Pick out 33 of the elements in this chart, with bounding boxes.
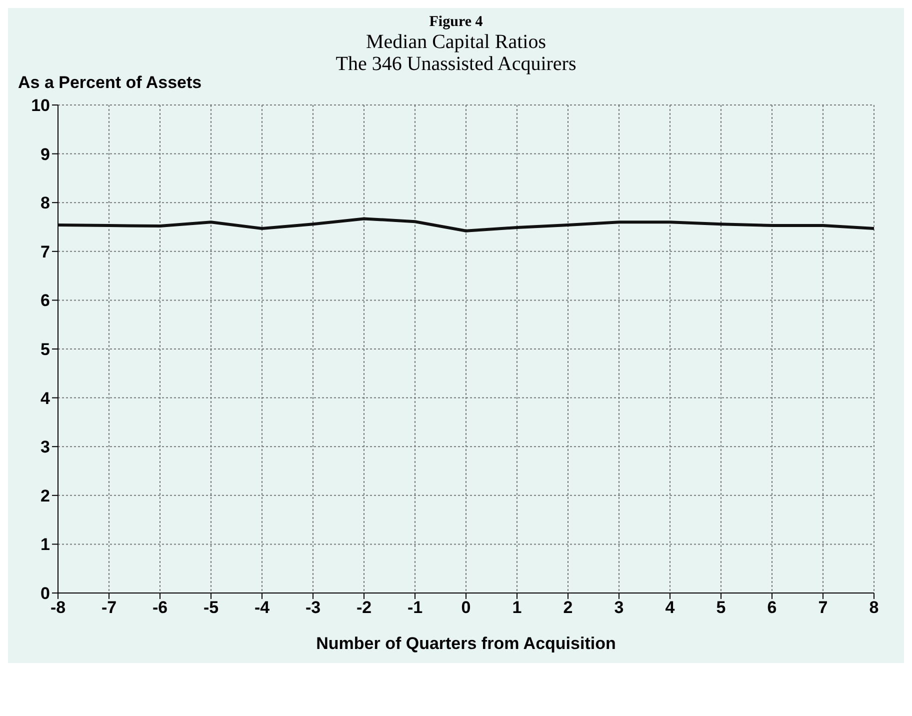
x-tick-label: 5	[716, 598, 726, 618]
y-tick-label: 6	[40, 291, 50, 310]
y-tick-label: 1	[40, 535, 50, 554]
y-tick-label: 10	[31, 96, 50, 116]
x-tick-label: 8	[869, 598, 879, 618]
x-tick-label: 2	[563, 598, 573, 618]
y-tick-label: 3	[40, 438, 50, 457]
chart-subtitle: Median Capital Ratios The 346 Unassisted Acquirers	[334, 31, 578, 75]
x-axis-title: Number of Quarters from Acquisition	[316, 634, 616, 653]
y-tick-label: 7	[40, 242, 50, 262]
y-tick-label: 8	[40, 194, 50, 213]
x-tick-label: 4	[665, 598, 676, 618]
x-tick-label: 7	[818, 598, 828, 618]
y-axis-title: As a Percent of Assets	[18, 73, 202, 92]
x-tick-label: -5	[203, 598, 219, 618]
x-tick-label: -1	[407, 598, 423, 618]
line-series	[58, 217, 874, 232]
y-tick-label: 9	[40, 144, 50, 164]
y-tick-label: 0	[40, 584, 50, 604]
x-tick-label: -4	[254, 598, 270, 618]
y-tick-label: 4	[40, 388, 51, 408]
x-tick-label: -7	[101, 598, 117, 618]
chart-title: Figure 4	[428, 14, 484, 31]
x-tick-label: -6	[152, 598, 168, 618]
y-tick-label: 5	[40, 340, 50, 360]
x-tick-label: 6	[767, 598, 777, 618]
x-tick-label: 1	[512, 598, 522, 618]
x-tick-label: -8	[50, 598, 66, 618]
x-tick-label: 0	[461, 598, 471, 618]
x-tick-label: -3	[305, 598, 321, 618]
x-tick-label: -2	[356, 598, 372, 618]
x-tick-label: 3	[614, 598, 624, 618]
y-tick-label: 2	[40, 486, 50, 506]
